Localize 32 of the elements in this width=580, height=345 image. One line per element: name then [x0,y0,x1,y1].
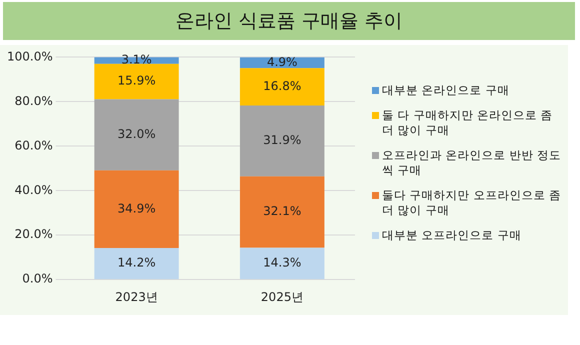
data-label: 14.2% [118,256,156,270]
bar [94,248,179,280]
y-tick-label: 80.0% [14,94,53,108]
data-label: 15.9% [118,74,156,88]
x-tick-label: 2023년 [115,290,158,304]
data-label: 3.1% [121,52,152,67]
data-label: 31.9% [263,133,302,148]
data-label: 14.3% [263,256,302,270]
legend-label: 대부분 오프라인으로 구매 [382,228,522,243]
y-tick-label: 20.0% [14,227,53,242]
data-label: 32.0% [118,126,156,141]
bar [240,105,324,176]
data-label: 16.8% [263,78,302,93]
bar [240,176,324,248]
legend-label: 둘다 구매하지만 오프라인으로 좀 더 많이 구매 [382,188,562,218]
bar [94,64,179,100]
y-tick-label: 60.0% [14,138,53,152]
legend-label: 대부분 온라인으로 구매 [382,83,510,98]
y-tick-label: 0.0% [22,272,53,286]
bar [94,170,179,248]
y-tick-label: 40.0% [14,182,53,197]
data-label: 4.9% [266,54,298,69]
chart-title: 온라인 식료품 구매율 추이 [3,2,575,40]
x-tick-label: 2025년 [260,290,304,304]
data-label: 34.9% [118,201,156,216]
legend-label: 둘 다 구매하지만 온라인으로 좀 더 많이 구매 [382,108,554,138]
data-label: 32.1% [263,204,302,218]
bar [240,248,324,280]
bar [94,99,179,170]
bar [240,68,324,106]
y-tick-label: 100.0% [6,49,53,64]
legend-label: 오프라인과 온라인으로 반반 정도씩 구매 [382,148,562,178]
